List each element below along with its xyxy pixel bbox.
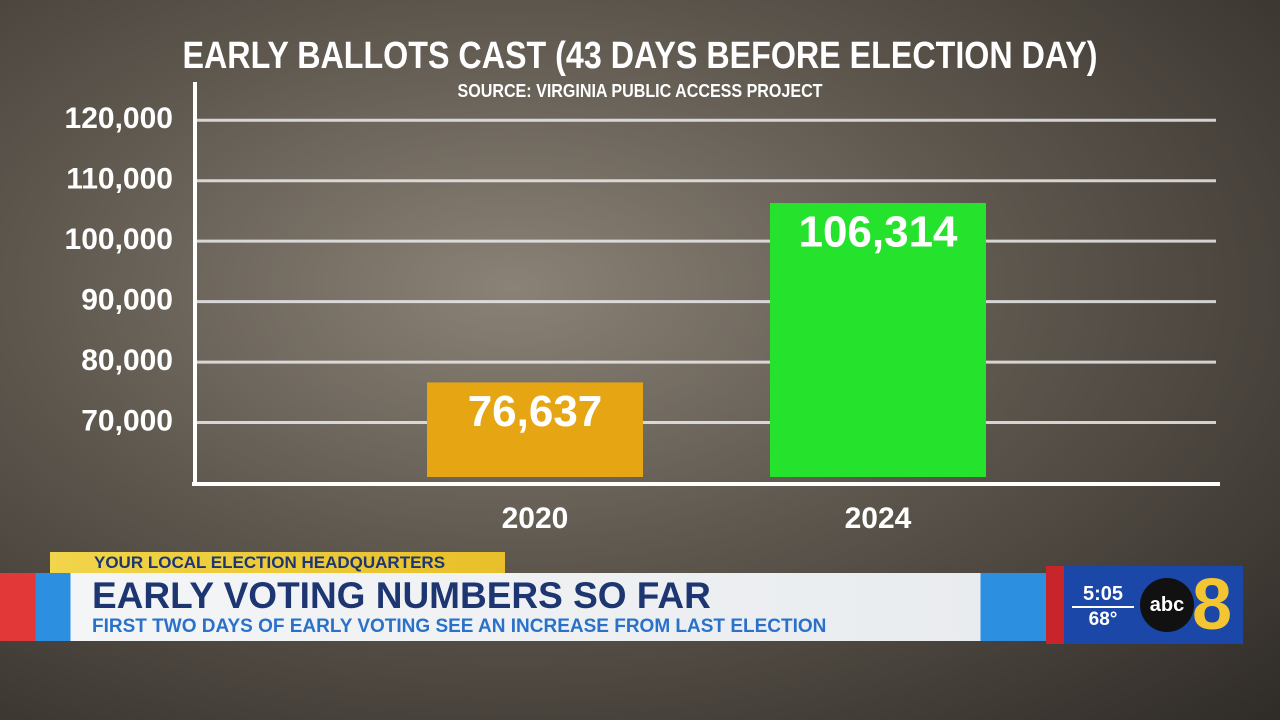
x-tick-label: 2020 bbox=[502, 502, 569, 535]
bar bbox=[770, 202, 986, 477]
y-tick-label: 90,000 bbox=[81, 284, 173, 317]
temperature: 68° bbox=[1088, 609, 1118, 630]
tag: YOUR LOCAL ELECTION HEADQUARTERS bbox=[50, 552, 505, 574]
banner bbox=[0, 573, 1048, 641]
chart-subtitle: SOURCE: VIRGINIA PUBLIC ACCESS PROJECT bbox=[458, 81, 823, 101]
y-tick-label: 120,000 bbox=[65, 102, 173, 135]
chart-title: EARLY BALLOTS CAST (43 DAYS BEFORE ELECT… bbox=[183, 35, 1098, 77]
y-tick-label: 70,000 bbox=[81, 404, 173, 437]
network-logo: abc bbox=[1140, 578, 1194, 632]
data-label: 76,637 bbox=[468, 387, 603, 436]
y-tick-label: 80,000 bbox=[81, 344, 173, 377]
time: 5:05 bbox=[1072, 583, 1134, 608]
bar bbox=[427, 382, 643, 477]
y-tick-label: 110,000 bbox=[66, 163, 173, 196]
data-label: 106,314 bbox=[798, 208, 958, 257]
headline: EARLY VOTING NUMBERS SO FAR bbox=[92, 575, 711, 616]
subhead: FIRST TWO DAYS OF EARLY VOTING SEE AN IN… bbox=[92, 616, 827, 637]
x-tick-label: 2024 bbox=[845, 502, 912, 535]
channel-logo: 8 bbox=[1192, 565, 1233, 645]
y-tick-label: 100,000 bbox=[65, 223, 173, 256]
